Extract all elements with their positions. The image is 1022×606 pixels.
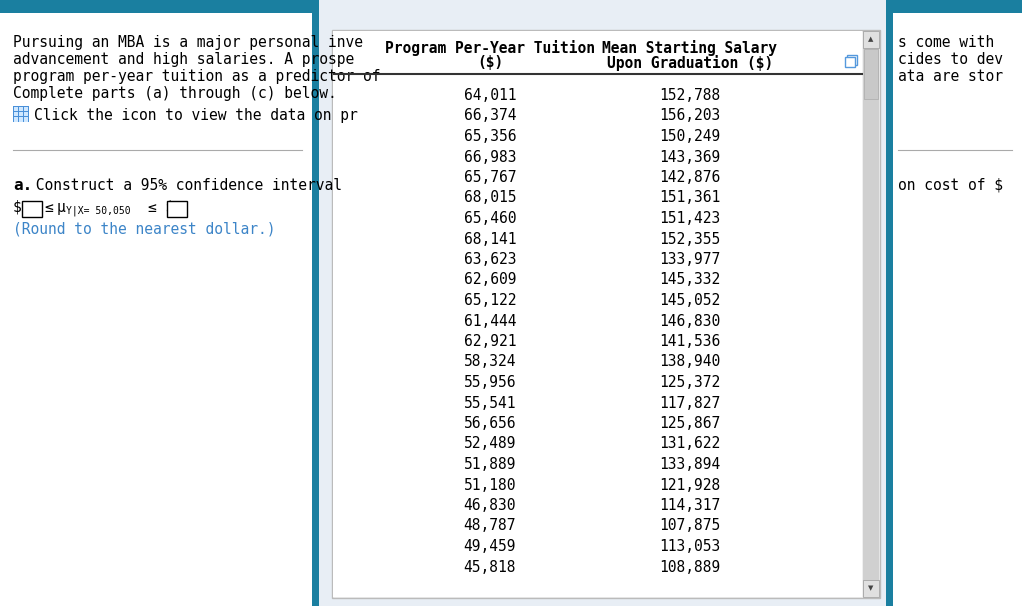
Text: Program Per-Year Tuition: Program Per-Year Tuition: [385, 40, 595, 56]
Text: 45,818: 45,818: [464, 559, 516, 574]
Bar: [845, 57, 855, 67]
Text: 55,541: 55,541: [464, 396, 516, 410]
Text: 65,460: 65,460: [464, 211, 516, 226]
Bar: [13, 106, 29, 122]
Text: 55,956: 55,956: [464, 375, 516, 390]
Bar: [319, 0, 886, 606]
Text: (Round to the nearest dollar.): (Round to the nearest dollar.): [13, 222, 276, 237]
Text: 58,324: 58,324: [464, 355, 516, 370]
Text: 138,940: 138,940: [659, 355, 721, 370]
Text: 52,489: 52,489: [464, 436, 516, 451]
Text: 46,830: 46,830: [464, 498, 516, 513]
Bar: [167, 201, 187, 217]
Text: 68,015: 68,015: [464, 190, 516, 205]
Text: ata are stor: ata are stor: [898, 69, 1003, 84]
Text: 145,052: 145,052: [659, 293, 721, 308]
Bar: [847, 55, 857, 65]
Text: 108,889: 108,889: [659, 559, 721, 574]
Text: advancement and high salaries. A prospe: advancement and high salaries. A prospe: [13, 52, 355, 67]
Text: 64,011: 64,011: [464, 88, 516, 103]
Bar: [0, 13, 312, 606]
Text: 117,827: 117,827: [659, 396, 721, 410]
Bar: [25, 112, 29, 116]
Bar: [332, 30, 880, 598]
Text: 65,356: 65,356: [464, 129, 516, 144]
Text: on cost of $: on cost of $: [898, 178, 1003, 193]
Text: 145,332: 145,332: [659, 273, 721, 287]
Bar: [25, 107, 29, 111]
Text: 121,928: 121,928: [659, 478, 721, 493]
Text: 65,767: 65,767: [464, 170, 516, 185]
Text: ≤: ≤: [44, 200, 53, 215]
Text: 152,788: 152,788: [659, 88, 721, 103]
Bar: [13, 112, 17, 116]
Text: Upon Graduation ($): Upon Graduation ($): [607, 55, 773, 71]
Text: 151,423: 151,423: [659, 211, 721, 226]
Bar: [18, 112, 24, 116]
Bar: [893, 0, 1022, 13]
Text: 131,622: 131,622: [659, 436, 721, 451]
Text: Pursuing an MBA is a major personal inve: Pursuing an MBA is a major personal inve: [13, 35, 363, 50]
Text: 113,053: 113,053: [659, 539, 721, 554]
Text: 61,444: 61,444: [464, 313, 516, 328]
Bar: [886, 0, 893, 606]
Text: ≤ $: ≤ $: [148, 200, 174, 215]
Bar: [863, 31, 879, 597]
Bar: [25, 117, 29, 121]
Text: 51,180: 51,180: [464, 478, 516, 493]
Text: Click the icon to view the data on pr: Click the icon to view the data on pr: [34, 108, 358, 123]
Text: 151,361: 151,361: [659, 190, 721, 205]
Text: Complete parts (a) through (c) below.: Complete parts (a) through (c) below.: [13, 86, 337, 101]
Text: 125,867: 125,867: [659, 416, 721, 431]
Text: 141,536: 141,536: [659, 334, 721, 349]
Bar: [18, 107, 24, 111]
Text: 56,656: 56,656: [464, 416, 516, 431]
Bar: [864, 49, 878, 99]
Text: 65,122: 65,122: [464, 293, 516, 308]
Text: 107,875: 107,875: [659, 519, 721, 533]
Text: 125,372: 125,372: [659, 375, 721, 390]
Bar: [0, 0, 312, 13]
Text: 48,787: 48,787: [464, 519, 516, 533]
Text: 156,203: 156,203: [659, 108, 721, 124]
Bar: [312, 0, 319, 606]
Bar: [22, 201, 42, 217]
Bar: [893, 13, 1022, 606]
Text: Construct a 95% confidence interval: Construct a 95% confidence interval: [27, 178, 342, 193]
Text: s come with: s come with: [898, 35, 994, 50]
Text: 62,921: 62,921: [464, 334, 516, 349]
Text: ▼: ▼: [869, 585, 874, 591]
Bar: [333, 31, 862, 597]
Text: 49,459: 49,459: [464, 539, 516, 554]
Text: 143,369: 143,369: [659, 150, 721, 164]
Bar: [863, 31, 879, 48]
Text: 142,876: 142,876: [659, 170, 721, 185]
Text: ▲: ▲: [869, 36, 874, 42]
Text: 146,830: 146,830: [659, 313, 721, 328]
Text: 133,977: 133,977: [659, 252, 721, 267]
Text: 68,141: 68,141: [464, 231, 516, 247]
Bar: [18, 117, 24, 121]
Bar: [863, 580, 879, 597]
Text: 62,609: 62,609: [464, 273, 516, 287]
Text: Mean Starting Salary: Mean Starting Salary: [603, 40, 778, 56]
Text: 66,374: 66,374: [464, 108, 516, 124]
Text: Y|X= 50,050: Y|X= 50,050: [66, 206, 131, 216]
Text: a.: a.: [13, 178, 33, 193]
Text: 133,894: 133,894: [659, 457, 721, 472]
Text: 114,317: 114,317: [659, 498, 721, 513]
Text: program per-year tuition as a predictor of: program per-year tuition as a predictor …: [13, 69, 380, 84]
Text: 63,623: 63,623: [464, 252, 516, 267]
Text: cides to dev: cides to dev: [898, 52, 1003, 67]
Text: 51,889: 51,889: [464, 457, 516, 472]
Bar: [13, 117, 17, 121]
Text: 66,983: 66,983: [464, 150, 516, 164]
Text: $: $: [13, 200, 21, 215]
Text: μ: μ: [57, 200, 65, 215]
Text: 150,249: 150,249: [659, 129, 721, 144]
Bar: [13, 107, 17, 111]
Text: 152,355: 152,355: [659, 231, 721, 247]
Text: ($): ($): [477, 55, 503, 70]
